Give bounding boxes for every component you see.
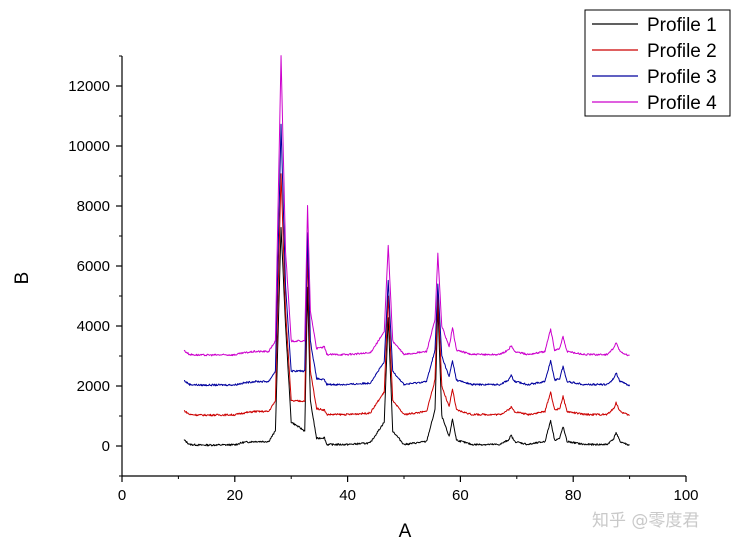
legend: Profile 1 Profile 2 Profile 3 Profile 4 [584,9,731,117]
series-line-4 [183,55,630,357]
plot-series [183,55,631,447]
x-tick-label: 40 [339,487,356,504]
y-tick-label: 8000 [77,198,110,215]
x-tick-label: 0 [118,487,126,504]
legend-label-1: Profile 1 [647,15,717,36]
x-axis-title: A [399,521,412,542]
x-tick-label: 20 [226,487,243,504]
legend-label-3: Profile 3 [647,67,717,88]
series-line-1 [183,226,630,447]
x-tick-label: 100 [673,487,698,504]
axes: 0 20 40 60 80 100 0 2000 4000 6000 8000 10000 12000 [68,55,699,504]
series-line-2 [183,173,630,417]
legend-label-2: Profile 2 [647,41,717,62]
x-tick-label: 60 [452,487,469,504]
y-tick-label: 6000 [77,258,110,275]
x-tick-label: 80 [565,487,582,504]
tick-labels: 0 20 40 60 80 100 0 2000 4000 6000 8000 10000 12000 [68,78,698,504]
legend-label-4: Profile 4 [647,93,717,114]
series-line-3 [183,123,631,387]
y-tick-label: 0 [102,438,110,455]
y-tick-label: 2000 [77,378,110,395]
y-tick-label: 10000 [68,138,110,155]
y-tick-label: 4000 [77,318,110,335]
watermark-text: 知乎 @零度君 [592,511,699,531]
y-axis-title: B [12,272,33,285]
legend-box [584,9,731,117]
ticks [116,55,687,482]
y-tick-label: 12000 [68,78,110,95]
